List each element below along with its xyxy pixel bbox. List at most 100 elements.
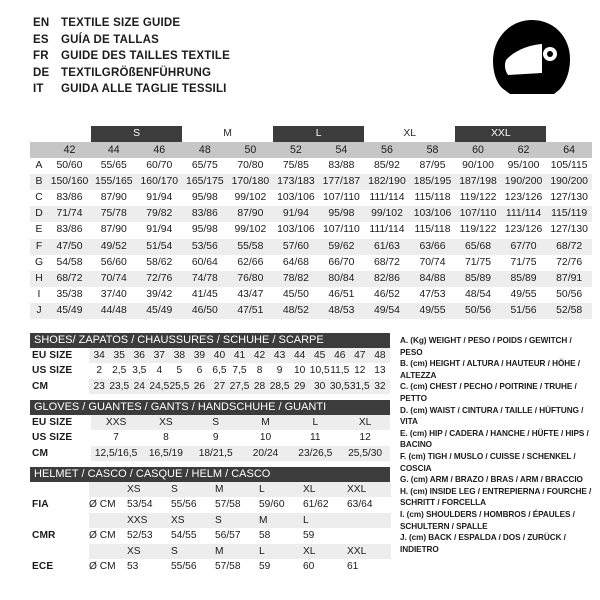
table-cell: 25,5: [169, 378, 190, 395]
table-cell: 72/76: [546, 254, 592, 271]
table-cell: 3,5: [129, 363, 150, 379]
table-cell: 28,5: [269, 378, 290, 395]
helmet-size-header: M: [215, 482, 259, 498]
table-cell: 46/52: [364, 286, 410, 303]
helmet-size-header: XL: [303, 543, 347, 560]
table-cell: 51/54: [136, 238, 183, 255]
table-cell: 37: [149, 348, 170, 364]
helmet-size-header: XXS: [127, 512, 171, 529]
helmet-body: XS S M L XL XXL FIA Ø CM 53/54 55/56 57/58 59/60 61/…: [30, 482, 391, 575]
numeric-size-header: 42: [48, 142, 91, 159]
table-cell: 103/106: [273, 190, 319, 207]
table-cell: 55/56: [171, 497, 215, 513]
numeric-size-header: 52: [273, 142, 319, 159]
language-row-en: EN TEXTILE SIZE GUIDE: [33, 17, 230, 34]
table-cell: 40: [209, 348, 230, 364]
table-row: US SIZE 2 2,5 3,5 4 5 6 6,5 7,5 8 9 10 10,5 11,5 12 13: [30, 363, 390, 379]
table-cell: 59/60: [259, 497, 303, 513]
language-code: ES: [33, 33, 49, 46]
row-key: A: [30, 158, 48, 175]
table-cell: 26: [189, 378, 210, 395]
table-cell: 44: [289, 348, 310, 364]
table-cell: 10: [240, 430, 291, 446]
table-cell: 84/88: [409, 270, 456, 287]
table-cell: 187/198: [455, 174, 501, 191]
table-cell: 59: [259, 559, 303, 575]
table-cell: 119/122: [455, 190, 501, 207]
table-row: US SIZE 7 8 9 10 11 12: [30, 430, 390, 446]
table-cell: 18/21,5: [190, 445, 241, 462]
racing-helmet-icon: [480, 18, 580, 103]
size-band-row: S M L XL XXL: [30, 126, 592, 143]
table-cell: 52/58: [546, 302, 592, 320]
helmet-table: HELMET / CASCO / CASQUE / HELM / CASCO X…: [30, 467, 391, 575]
table-cell: 41/45: [182, 286, 228, 303]
table-cell: 71/75: [455, 254, 501, 271]
table-cell: 48/52: [273, 302, 319, 320]
numeric-size-spacer: [30, 142, 48, 159]
table-cell: 25,5/30: [340, 445, 390, 462]
table-row: E 83/86 87/90 91/94 95/98 99/102 103/106 107/11…: [30, 222, 592, 239]
table-cell: 60/64: [182, 254, 228, 271]
table-cell: 46: [329, 348, 350, 364]
table-cell: 11: [290, 430, 341, 446]
table-cell: 8: [249, 363, 270, 379]
table-cell: 83/88: [318, 158, 365, 175]
table-cell: 57/58: [215, 559, 259, 575]
helmet-size-spacer: [30, 482, 89, 498]
table-cell: XS: [141, 415, 191, 431]
table-cell: 119/122: [455, 222, 501, 239]
helmet-value-row: CMR Ø CM 52/53 54/55 56/57 58 59: [30, 528, 391, 544]
helmet-value-row: ECE Ø CM 53 55/56 57/58 59 60 61: [30, 559, 391, 575]
helmet-size-spacer: [30, 543, 89, 560]
legend-item: SCHRITT / FORCELLA: [400, 498, 486, 508]
table-cell: 76/80: [227, 270, 274, 287]
table-cell: 190/200: [500, 174, 547, 191]
table-cell: 30,5: [329, 378, 350, 395]
helmet-unit: Ø CM: [89, 497, 127, 513]
row-key: J: [30, 302, 48, 320]
language-title: GUIDE DES TAILLES TEXTILE: [61, 50, 230, 62]
size-band-l: L: [273, 126, 365, 143]
table-cell: 45/49: [136, 302, 183, 320]
table-cell: 83/86: [48, 222, 91, 239]
row-key: G: [30, 254, 48, 271]
table-cell: 10: [289, 363, 310, 379]
helmet-title: HELMET / CASCO / CASQUE / HELM / CASCO: [30, 467, 390, 482]
table-cell: 99/102: [227, 222, 274, 239]
numeric-size-header: 60: [455, 142, 501, 159]
table-cell: 55/56: [171, 559, 215, 575]
main-table-body: S M L XL XXL 42 44 46 48 50 52 54 56 58 60 62 64 A 50/60 55…: [30, 126, 592, 320]
table-cell: 91/94: [273, 206, 319, 223]
helmet-size-header: XS: [127, 482, 171, 498]
table-cell: 70/74: [91, 270, 137, 287]
table-cell: 13: [369, 363, 390, 379]
table-cell: 27,5: [229, 378, 250, 395]
legend-item: J. (cm) BACK / ESPALDA / DOS / ZURÜCK / …: [400, 533, 566, 554]
table-cell: 24,5: [149, 378, 170, 395]
table-cell: 24: [129, 378, 150, 395]
table-cell: 49/55: [409, 302, 456, 320]
shoes-table: SHOES/ ZAPATOS / CHAUSSURES / SCHUHE / S…: [30, 333, 390, 395]
table-cell: 61/63: [364, 238, 410, 255]
language-title: TEXTILE SIZE GUIDE: [61, 17, 181, 29]
table-cell: 47/50: [48, 238, 91, 255]
table-cell: 127/130: [546, 190, 592, 207]
numeric-size-header: 46: [136, 142, 183, 159]
table-cell: 49/54: [364, 302, 410, 320]
table-cell: 23/26,5: [290, 445, 341, 462]
language-code: FR: [33, 50, 49, 62]
table-cell: 91/94: [136, 190, 183, 207]
table-cell: XL: [340, 415, 390, 431]
language-row-fr: FR GUIDE DES TAILLES TEXTILE: [33, 50, 230, 67]
row-label: CM: [30, 378, 90, 395]
table-cell: 9: [190, 430, 241, 446]
table-cell: 107/110: [318, 190, 365, 207]
gloves-title: GLOVES / GUANTES / GANTS / HANDSCHUHE / …: [30, 400, 390, 415]
table-row: G 54/58 56/60 58/62 60/64 62/66 64/68 66/70 68/7…: [30, 254, 592, 271]
table-cell: 32: [369, 378, 390, 395]
row-label: US SIZE: [30, 430, 92, 446]
table-cell: 58/62: [136, 254, 183, 271]
table-cell: 57/60: [273, 238, 319, 255]
table-cell: 182/190: [364, 174, 410, 191]
